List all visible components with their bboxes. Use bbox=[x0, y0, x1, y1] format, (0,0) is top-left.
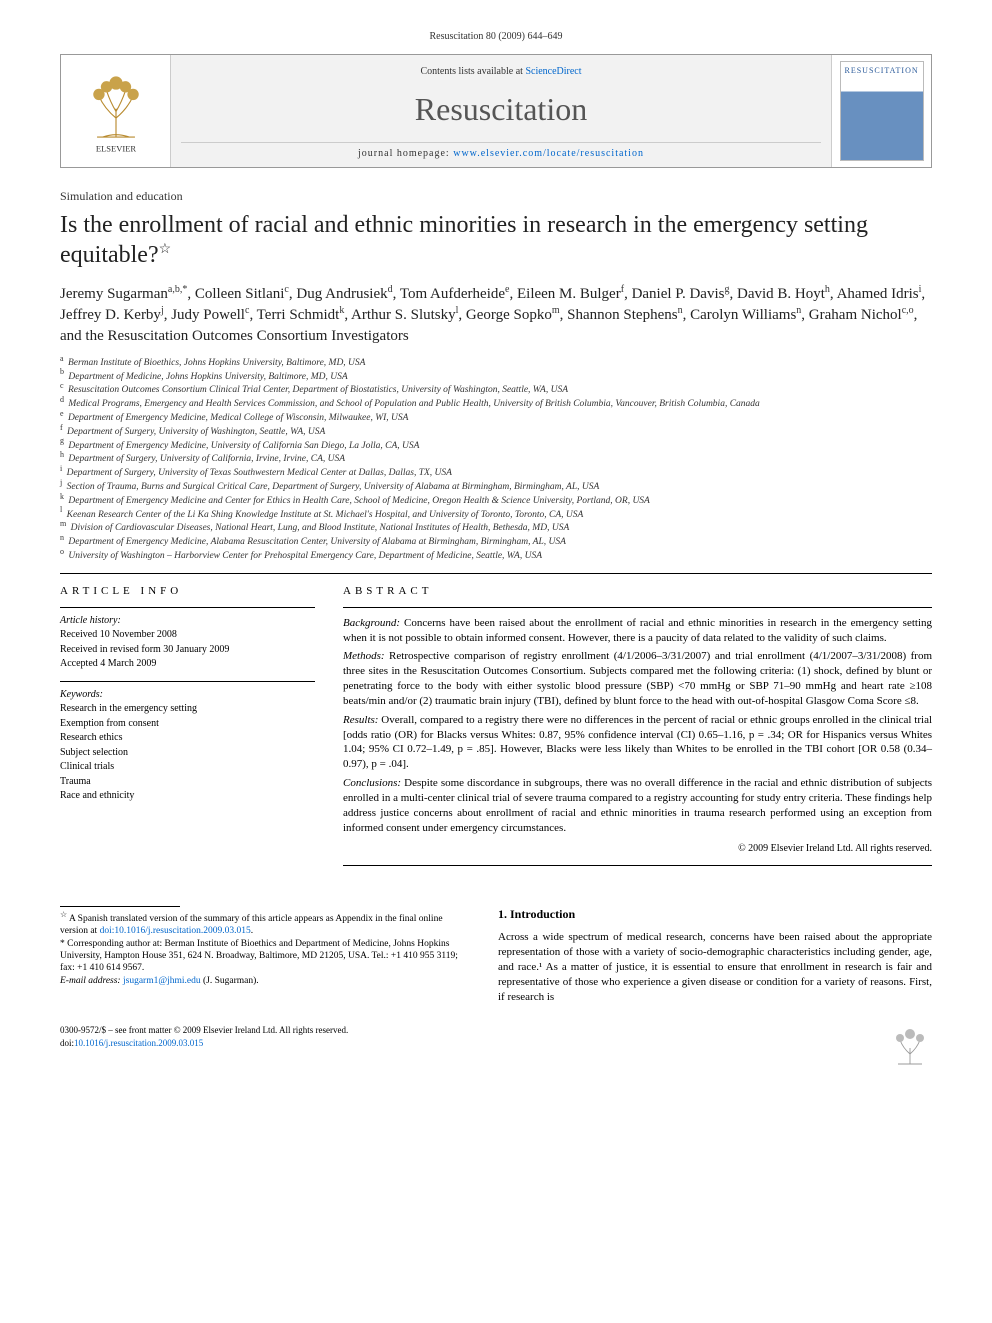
affiliation-item: c Resuscitation Outcomes Consortium Clin… bbox=[60, 384, 932, 397]
footnotes-column: ☆ A Spanish translated version of the su… bbox=[60, 906, 470, 1004]
affiliation-item: o University of Washington – Harborview … bbox=[60, 550, 932, 563]
corr-text: Corresponding author at: Berman Institut… bbox=[60, 939, 458, 974]
affiliation-item: f Department of Surgery, University of W… bbox=[60, 426, 932, 439]
affiliation-item: h Department of Surgery, University of C… bbox=[60, 453, 932, 466]
results-label: Results: bbox=[343, 714, 378, 726]
title-text: Is the enrollment of racial and ethnic m… bbox=[60, 212, 868, 268]
keywords-block: Keywords: Research in the emergency sett… bbox=[60, 681, 315, 803]
footnote-rule bbox=[60, 906, 180, 907]
corresponding-footnote: * Corresponding author at: Berman Instit… bbox=[60, 938, 470, 975]
svg-text:ELSEVIER: ELSEVIER bbox=[95, 143, 136, 153]
email-label: E-mail address: bbox=[60, 976, 123, 986]
history-label: Article history: bbox=[60, 614, 315, 628]
footer-doi-link[interactable]: 10.1016/j.resuscitation.2009.03.015 bbox=[74, 1038, 203, 1048]
keyword-item: Race and ethnicity bbox=[60, 789, 315, 803]
introduction-column: 1. Introduction Across a wide spectrum o… bbox=[498, 906, 932, 1004]
star-doi-link[interactable]: doi:10.1016/j.resuscitation.2009.03.015 bbox=[100, 926, 251, 936]
footer-issn-line: 0300-9572/$ – see front matter © 2009 El… bbox=[60, 1024, 348, 1036]
journal-homepage-link[interactable]: www.elsevier.com/locate/resuscitation bbox=[453, 148, 644, 159]
abstract-body: Background: Concerns have been raised ab… bbox=[343, 607, 932, 855]
affiliations-list: a Berman Institute of Bioethics, Johns H… bbox=[60, 357, 932, 563]
abstract-end-rule bbox=[343, 865, 932, 866]
article-section-label: Simulation and education bbox=[60, 188, 932, 204]
authors-list: Jeremy Sugarmana,b,*, Colleen Sitlanic, … bbox=[60, 284, 932, 347]
title-footnote-marker: ☆ bbox=[159, 242, 172, 257]
page-footer: 0300-9572/$ – see front matter © 2009 El… bbox=[60, 1024, 932, 1075]
cover-title: RESUSCITATION bbox=[845, 66, 919, 77]
elsevier-tree-icon: ELSEVIER bbox=[76, 66, 156, 156]
background-label: Background: bbox=[343, 617, 400, 629]
journal-banner: ELSEVIER Contents lists available at Sci… bbox=[60, 54, 932, 168]
introduction-body: Across a wide spectrum of medical resear… bbox=[498, 930, 932, 1004]
affiliation-item: l Keenan Research Center of the Li Ka Sh… bbox=[60, 509, 932, 522]
corr-email-link[interactable]: jsugarm1@jhmi.edu bbox=[123, 976, 201, 986]
methods-label: Methods: bbox=[343, 650, 385, 662]
keyword-item: Research in the emergency setting bbox=[60, 702, 315, 716]
affiliation-item: g Department of Emergency Medicine, Univ… bbox=[60, 440, 932, 453]
elsevier-tree-small-icon bbox=[888, 1024, 932, 1072]
keywords-label: Keywords: bbox=[60, 688, 315, 702]
abstract-copyright: © 2009 Elsevier Ireland Ltd. All rights … bbox=[343, 842, 932, 856]
conclusions-text: Despite some discordance in subgroups, t… bbox=[343, 777, 932, 834]
results-text: Overall, compared to a registry there we… bbox=[343, 714, 932, 771]
keyword-item: Subject selection bbox=[60, 746, 315, 760]
star-text-2: . bbox=[251, 926, 253, 936]
affiliation-item: d Medical Programs, Emergency and Health… bbox=[60, 398, 932, 411]
conclusions-label: Conclusions: bbox=[343, 777, 401, 789]
abstract-heading: abstract bbox=[343, 584, 932, 599]
journal-name: Resuscitation bbox=[181, 88, 821, 131]
affiliation-item: i Department of Surgery, University of T… bbox=[60, 467, 932, 480]
keyword-item: Exemption from consent bbox=[60, 717, 315, 731]
footer-doi-prefix: doi: bbox=[60, 1038, 74, 1048]
background-text: Concerns have been raised about the enro… bbox=[343, 617, 932, 644]
affiliation-item: m Division of Cardiovascular Diseases, N… bbox=[60, 522, 932, 535]
abstract-column: abstract Background: Concerns have been … bbox=[343, 584, 932, 876]
affiliation-item: j Section of Trauma, Burns and Surgical … bbox=[60, 481, 932, 494]
star-footnote: ☆ A Spanish translated version of the su… bbox=[60, 913, 470, 938]
article-info-column: article info Article history: Received 1… bbox=[60, 584, 315, 876]
methods-text: Retrospective comparison of registry enr… bbox=[343, 650, 932, 707]
revised-date: Received in revised form 30 January 2009 bbox=[60, 643, 315, 657]
email-footnote: E-mail address: jsugarm1@jhmi.edu (J. Su… bbox=[60, 975, 470, 987]
homepage-prefix: journal homepage: bbox=[358, 148, 453, 159]
footer-left: 0300-9572/$ – see front matter © 2009 El… bbox=[60, 1024, 348, 1075]
divider-rule bbox=[60, 573, 932, 574]
keyword-item: Clinical trials bbox=[60, 760, 315, 774]
keyword-item: Research ethics bbox=[60, 731, 315, 745]
affiliation-item: k Department of Emergency Medicine and C… bbox=[60, 495, 932, 508]
introduction-heading: 1. Introduction bbox=[498, 906, 932, 922]
affiliation-item: n Department of Emergency Medicine, Alab… bbox=[60, 536, 932, 549]
article-history-block: Article history: Received 10 November 20… bbox=[60, 607, 315, 671]
running-head: Resuscitation 80 (2009) 644–649 bbox=[60, 30, 932, 44]
footer-right-logo bbox=[888, 1024, 932, 1075]
article-title: Is the enrollment of racial and ethnic m… bbox=[60, 210, 932, 270]
footer-doi-line: doi:10.1016/j.resuscitation.2009.03.015 bbox=[60, 1037, 348, 1049]
received-date: Received 10 November 2008 bbox=[60, 628, 315, 642]
affiliation-item: a Berman Institute of Bioethics, Johns H… bbox=[60, 357, 932, 370]
homepage-line: journal homepage: www.elsevier.com/locat… bbox=[181, 142, 821, 161]
email-who: (J. Sugarman). bbox=[201, 976, 259, 986]
contents-prefix: Contents lists available at bbox=[420, 66, 525, 77]
star-marker: ☆ bbox=[60, 910, 67, 919]
sciencedirect-link[interactable]: ScienceDirect bbox=[525, 66, 581, 77]
article-info-heading: article info bbox=[60, 584, 315, 599]
affiliation-item: b Department of Medicine, Johns Hopkins … bbox=[60, 371, 932, 384]
elsevier-logo: ELSEVIER bbox=[61, 55, 171, 167]
contents-line: Contents lists available at ScienceDirec… bbox=[181, 65, 821, 79]
keyword-item: Trauma bbox=[60, 775, 315, 789]
affiliation-item: e Department of Emergency Medicine, Medi… bbox=[60, 412, 932, 425]
journal-cover-thumb: RESUSCITATION bbox=[831, 55, 931, 167]
accepted-date: Accepted 4 March 2009 bbox=[60, 657, 315, 671]
